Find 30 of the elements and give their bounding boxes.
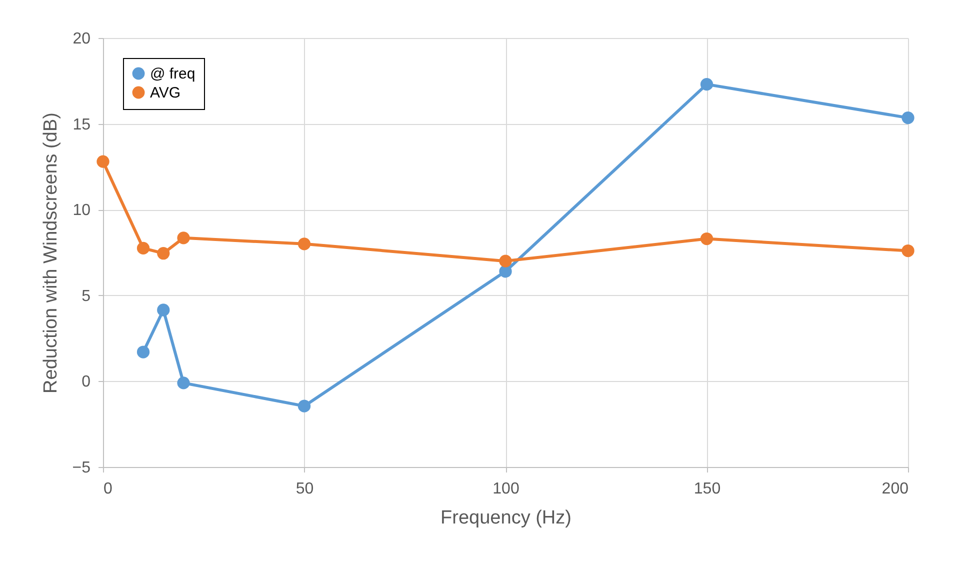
point <box>298 400 311 412</box>
y-tick-label: 20 <box>72 30 91 48</box>
point <box>499 254 512 268</box>
point <box>96 155 110 168</box>
legend-label: @ freq <box>150 66 196 82</box>
point <box>157 247 170 260</box>
point <box>177 376 190 390</box>
x-tick-label: 200 <box>882 480 909 498</box>
legend-label: AVG <box>150 84 181 102</box>
x-tick-label: 50 <box>296 480 314 498</box>
x-tick-label: 150 <box>694 480 721 498</box>
point <box>177 232 190 244</box>
x-axis-title: Frequency (Hz) <box>440 508 572 528</box>
point <box>700 78 714 91</box>
point <box>157 304 170 316</box>
point <box>298 238 311 250</box>
point <box>136 242 150 255</box>
y-tick-label: 5 <box>82 288 91 305</box>
y-tick-label: 10 <box>72 202 91 220</box>
point <box>700 232 714 246</box>
point <box>136 346 150 358</box>
y-axis-title: Reduction with Windscreens (dB) <box>40 112 62 394</box>
y-tick-label: 15 <box>72 116 91 134</box>
y-tick-label: −5 <box>72 460 91 476</box>
y-tick-label: 0 <box>82 374 91 391</box>
point <box>499 265 512 278</box>
point <box>902 244 914 258</box>
x-tick-label: 100 <box>492 480 520 498</box>
x-tick-label: 0 <box>104 480 112 498</box>
point <box>902 111 914 124</box>
